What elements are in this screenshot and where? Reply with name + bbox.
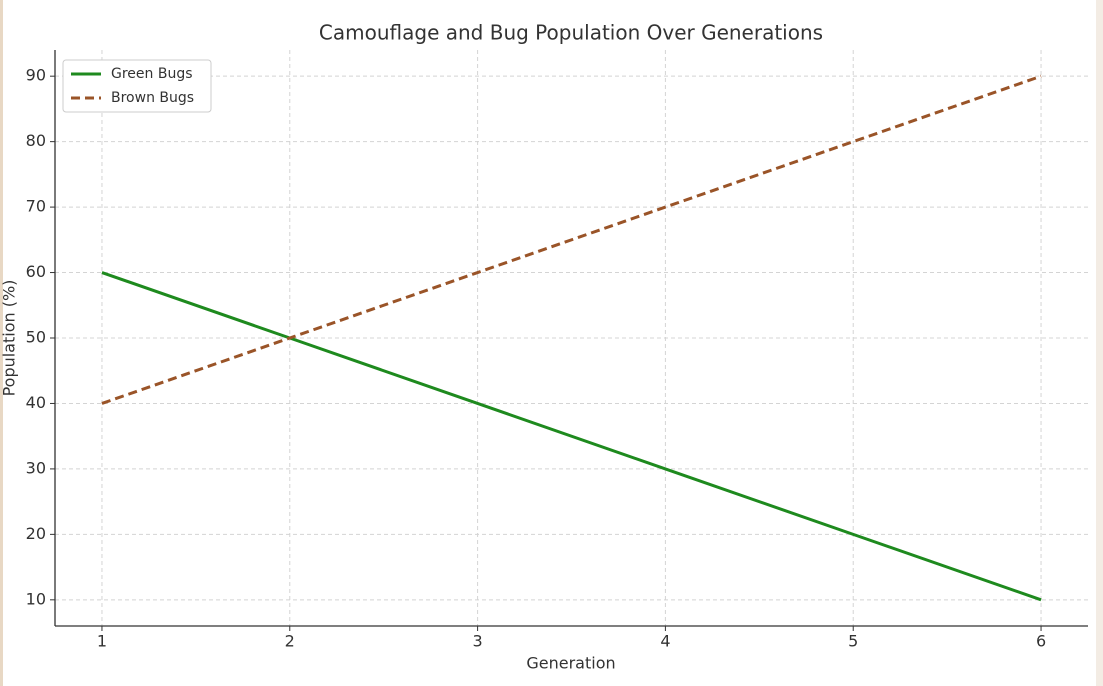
x-tick-label: 5 [848, 632, 858, 651]
y-tick-label: 90 [26, 66, 46, 85]
y-axis-label: Population (%) [0, 280, 19, 397]
legend-label: Brown Bugs [111, 90, 194, 106]
series-line [101, 74, 1042, 405]
y-tick-label: 40 [26, 393, 46, 412]
y-tick-label: 60 [26, 262, 46, 281]
legend: Green Bugs Brown Bugs [62, 59, 212, 113]
y-tick-label: 70 [26, 197, 46, 216]
legend-label: Green Bugs [111, 66, 193, 82]
chart-title: Camouflage and Bug Population Over Gener… [319, 21, 823, 45]
left-edge [0, 0, 3, 686]
y-tick-label: 80 [26, 131, 46, 150]
y-tick-label: 50 [26, 328, 46, 347]
y-tick-label: 20 [26, 524, 46, 543]
y-tick-label: 10 [26, 589, 46, 608]
series-line [101, 271, 1042, 602]
right-edge [1096, 0, 1103, 686]
x-axis-label: Generation [526, 654, 615, 673]
x-tick-label: 4 [660, 632, 670, 651]
x-tick-label: 6 [1036, 632, 1046, 651]
x-tick-label: 1 [97, 632, 107, 651]
y-tick-label: 30 [26, 458, 46, 477]
x-tick-label: 2 [285, 632, 295, 651]
x-tick-label: 3 [472, 632, 482, 651]
